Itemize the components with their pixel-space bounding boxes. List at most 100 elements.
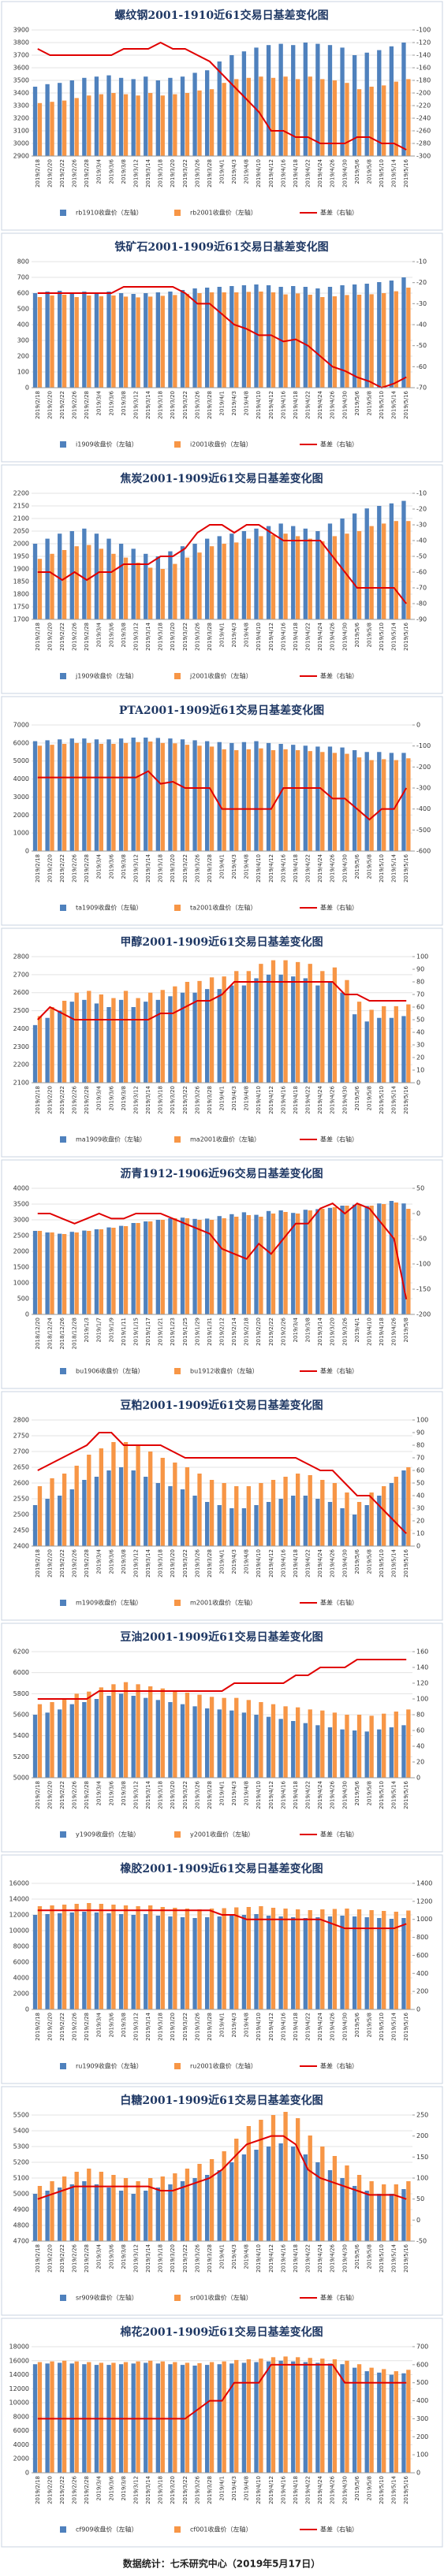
x-tick-label: 2019/5/14 (391, 1548, 397, 1577)
bar (62, 744, 67, 851)
bar (394, 1005, 398, 1083)
y2-tick-label: -50 (416, 342, 427, 349)
bar (144, 1914, 148, 2009)
x-tick-label: 2019/3/4 (96, 390, 103, 415)
bar (106, 538, 111, 619)
bar (204, 538, 210, 619)
x-tick-label: 2019/4/3 (231, 1086, 237, 1110)
bar (185, 1218, 190, 1314)
y-tick-label: 12000 (9, 2385, 29, 2392)
bar (131, 2194, 136, 2241)
bar (271, 2115, 276, 2241)
bar (340, 1206, 345, 1314)
x-tick-label: 2019/2/22 (59, 623, 65, 651)
bar (144, 2362, 148, 2473)
x-tick-label: 2019/5/10 (379, 2013, 385, 2041)
x-tick-label: 2019/3/26 (194, 1780, 200, 1808)
bar (74, 1466, 79, 1546)
bar (136, 297, 140, 388)
bar (111, 1905, 116, 2009)
bar (155, 1220, 161, 1314)
x-tick-label: 2019/2/20 (256, 1318, 262, 1346)
bar (37, 559, 43, 619)
bar (111, 2175, 116, 2241)
x-tick-label: 2019/5/6 (354, 853, 360, 879)
bar (389, 753, 394, 851)
legend-label: 基差（右轴） (320, 2062, 358, 2070)
bar (345, 1909, 349, 2009)
bar (382, 293, 386, 388)
bar (82, 77, 87, 156)
y2-tick-label: 700 (416, 2344, 428, 2351)
bar (82, 1912, 87, 2009)
bar (278, 43, 283, 156)
bar (82, 292, 87, 388)
bar (315, 531, 320, 619)
y-tick-label: 2800 (13, 953, 29, 961)
bar (315, 1499, 320, 1546)
y2-tick-label: -200 (416, 764, 431, 771)
x-tick-label: 2019/3/8 (305, 1318, 312, 1342)
bar (155, 999, 161, 1083)
basis-line (37, 1909, 407, 1930)
y2-tick-label: 100 (416, 1696, 428, 1703)
x-tick-label: 2019/5/10 (379, 159, 385, 188)
bar (185, 294, 190, 388)
x-tick-label: 2019/4/8 (244, 2476, 250, 2500)
bar (99, 1448, 104, 1546)
bar (74, 1693, 79, 1778)
x-tick-label: 2019/5/6 (354, 1780, 360, 1805)
x-tick-label: 2019/3/12 (132, 2244, 139, 2273)
x-tick-label: 2019/4/8 (244, 1086, 250, 1110)
y2-tick-label: -100 (416, 27, 431, 34)
legend-label: 基差（右轴） (320, 1136, 358, 1143)
y-tick-label: 800 (17, 258, 29, 266)
bar (401, 1203, 406, 1314)
bar (136, 2181, 140, 2241)
x-tick-label: 2019/4/16 (280, 390, 286, 418)
bar (37, 1016, 43, 1083)
bar (271, 77, 276, 156)
x-tick-label: 2019/3/18 (158, 623, 164, 651)
bar (155, 738, 161, 851)
x-tick-label: 2019/4/12 (268, 159, 274, 188)
x-tick-label: 2019/4/12 (268, 2244, 274, 2273)
bar (160, 2176, 165, 2241)
x-tick-label: 2019/4/24 (317, 390, 323, 418)
y-tick-label: 2100 (13, 1080, 29, 1087)
bar (204, 288, 210, 388)
bar (291, 1721, 296, 1778)
bar (364, 1021, 369, 1083)
x-tick-label: 2019/4/26 (330, 390, 336, 418)
x-tick-label: 2019/4/24 (317, 622, 323, 650)
bar (111, 1228, 116, 1314)
bar (180, 76, 185, 156)
x-tick-label: 2019/2/18 (35, 1549, 41, 1578)
bar (204, 1708, 210, 1778)
y-tick-label: 6200 (13, 1649, 29, 1656)
x-tick-label: 2019/4/16 (280, 1085, 286, 1113)
bar (271, 534, 276, 619)
x-tick-label: 2019/4/26 (391, 1317, 397, 1345)
x-tick-label: 2019/4/1 (354, 1318, 360, 1342)
bar (332, 296, 338, 388)
x-tick-label: 2019/5/6 (354, 158, 360, 184)
y-tick-label: 2000 (13, 541, 29, 548)
x-tick-label: 2019/4/16 (280, 1548, 286, 1577)
x-tick-label: 2019/4/16 (280, 158, 286, 187)
x-tick-label: 2019/2/18 (35, 159, 41, 188)
legend-label: j1909收盘价（左轴） (75, 672, 138, 680)
bar (168, 2184, 173, 2241)
bar (364, 1917, 369, 2009)
y-tick-label: 10000 (9, 1927, 29, 1935)
x-tick-label: 2019/5/16 (403, 390, 409, 418)
bar (69, 738, 74, 851)
bar (148, 567, 153, 619)
bar (155, 556, 161, 619)
y-tick-label: 3000 (13, 794, 29, 801)
y2-tick-label: 20 (416, 1759, 424, 1766)
bar (315, 1725, 320, 1778)
bar (131, 1007, 136, 1083)
bar (278, 287, 283, 388)
bar (389, 281, 394, 388)
